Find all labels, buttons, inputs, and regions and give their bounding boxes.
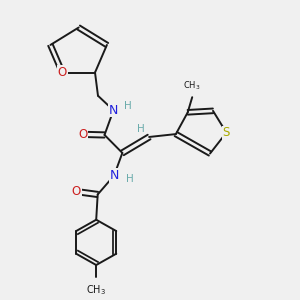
- Text: H: H: [137, 124, 145, 134]
- Text: S: S: [223, 126, 230, 139]
- Text: N: N: [109, 169, 119, 182]
- Text: CH$_3$: CH$_3$: [183, 80, 201, 92]
- Text: H: H: [126, 174, 134, 184]
- Text: O: O: [72, 185, 81, 198]
- Text: O: O: [58, 66, 67, 79]
- Text: H: H: [124, 101, 132, 111]
- Text: N: N: [109, 104, 118, 117]
- Text: O: O: [79, 128, 88, 141]
- Text: CH$_3$: CH$_3$: [86, 283, 106, 297]
